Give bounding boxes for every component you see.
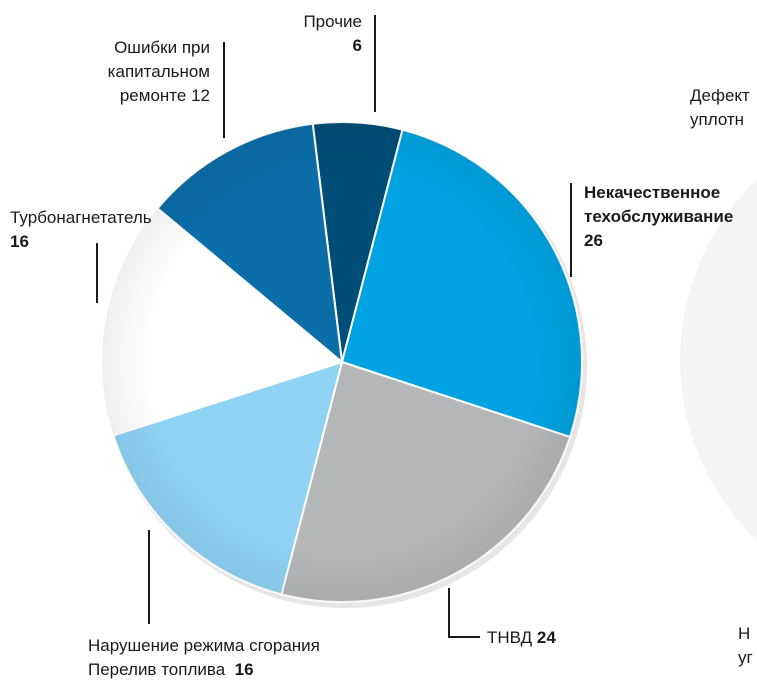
label-narush-value: 16: [234, 660, 254, 679]
label-oshibki-value: 12: [191, 86, 210, 105]
label-oshibki: Ошибки при капитальном ремонте 12: [40, 36, 210, 108]
label-nekach-value: 26: [584, 231, 603, 250]
label-prochie-name: Прочие: [303, 12, 362, 31]
leader-line-tnvd: [448, 588, 480, 638]
background-pie: [680, 179, 757, 541]
label-tnvd-name: ТНВД: [487, 628, 533, 647]
label-nekach-line2: техобслуживание: [584, 207, 734, 226]
label-turbo: Турбонагнетатель 16: [10, 206, 152, 254]
label-prochie-value: 6: [352, 36, 362, 55]
label-defekt-line2: уплотн: [690, 110, 745, 129]
label-narush-line2: Перелив топлива: [88, 660, 226, 679]
label-oshibki-line3: ремонте: [119, 86, 187, 105]
label-narush-line1: Нарушение режима сгорания: [88, 636, 320, 655]
label-bottom-right-cropped: Н уг: [738, 622, 757, 670]
label-nekach-line1: Некачественное: [584, 183, 721, 202]
pie-edge-shade: [102, 122, 582, 602]
label-turbo-name: Турбонагнетатель: [10, 208, 152, 227]
label-tnvd-value: 24: [536, 628, 556, 647]
label-defekt-line1: Дефект: [690, 86, 750, 105]
label-br-line1: Н: [738, 624, 751, 643]
label-oshibki-line1: Ошибки при: [114, 38, 210, 57]
label-prochie: Прочие 6: [272, 10, 362, 58]
label-br-line2: уг: [738, 648, 753, 667]
label-narush: Нарушение режима сгорания Перелив топлив…: [88, 634, 320, 682]
label-defekt-cropped: Дефект уплотн: [690, 84, 757, 132]
label-turbo-value: 16: [10, 232, 29, 251]
label-oshibki-line2: капитальном: [107, 62, 210, 81]
label-nekach: Некачественное техобслуживание 26: [584, 181, 757, 253]
label-tnvd: ТНВД 24: [487, 626, 556, 650]
